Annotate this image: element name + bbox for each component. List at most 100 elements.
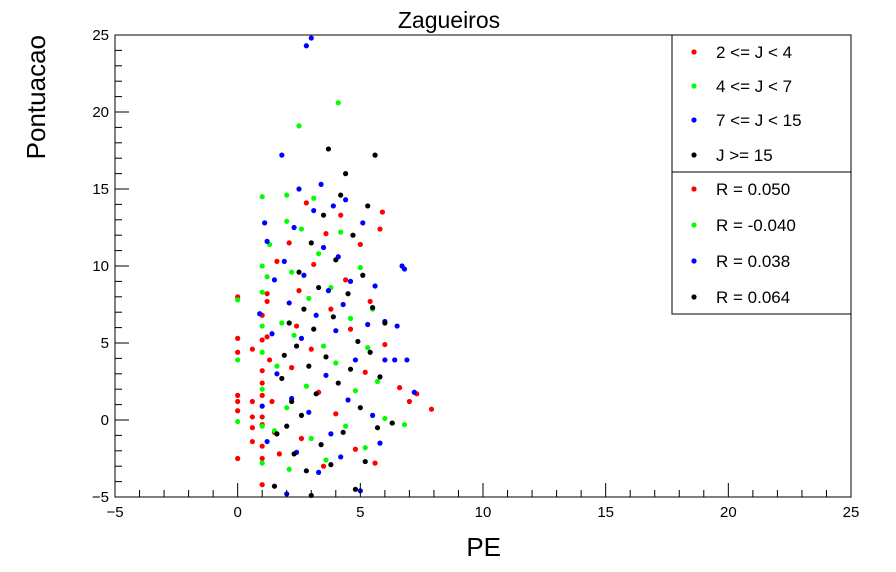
data-point [360, 272, 366, 278]
x-tick-label: 0 [233, 504, 241, 521]
data-point [323, 354, 329, 360]
data-point [259, 482, 265, 488]
legend-box-correlation [671, 171, 852, 315]
data-point [357, 405, 363, 411]
data-point [343, 277, 349, 283]
legend-correlation-label: R = 0.050 [716, 180, 790, 199]
data-point [264, 334, 270, 340]
data-point [316, 251, 322, 257]
data-point [308, 240, 314, 246]
data-point [330, 203, 336, 209]
data-point [259, 460, 265, 466]
data-point [320, 244, 327, 251]
data-point [293, 323, 300, 329]
data-point [264, 291, 270, 297]
data-point [338, 229, 344, 235]
data-point [311, 326, 317, 332]
data-point [325, 146, 332, 152]
legend-correlation-label: R = 0.038 [716, 252, 790, 271]
data-point [328, 462, 334, 468]
data-point [379, 209, 386, 215]
data-point [284, 218, 290, 224]
points-layer [235, 35, 435, 499]
data-point [284, 423, 290, 429]
data-point [235, 392, 241, 398]
data-point [259, 392, 265, 398]
legend-marker [691, 258, 697, 264]
data-point [286, 466, 292, 472]
data-point [347, 278, 354, 284]
x-tick-label: 15 [597, 504, 614, 521]
y-axis-title: Pontuacao [21, 35, 51, 159]
data-point [259, 423, 265, 429]
data-point [382, 357, 388, 363]
data-point [374, 378, 381, 385]
data-point [281, 258, 287, 264]
data-point [235, 335, 241, 341]
legend-series-label: 7 <= J < 15 [716, 111, 802, 130]
legend-correlation-label: R = 0.064 [716, 288, 790, 307]
data-point [259, 337, 265, 343]
data-point [259, 323, 265, 329]
data-point [259, 349, 265, 355]
data-point [274, 363, 280, 369]
data-point [352, 446, 359, 452]
data-point [394, 323, 400, 329]
data-point [365, 345, 371, 351]
data-point [372, 460, 378, 466]
data-point [367, 298, 373, 305]
data-point [249, 398, 255, 405]
data-point [428, 406, 435, 412]
data-point [235, 398, 241, 405]
legend-marker [691, 186, 697, 192]
data-point [338, 192, 344, 198]
legend: 2 <= J < 4 4 <= J < 7 7 <= J < 15 J >= 15 R … [671, 34, 852, 315]
y-tick-label: 25 [92, 27, 109, 44]
y-tick-label: −5 [92, 489, 109, 506]
data-point [264, 238, 270, 244]
data-point [296, 288, 302, 294]
data-point [289, 269, 295, 275]
legend-correlation-label: R = -0.040 [716, 216, 796, 235]
data-point [259, 455, 265, 462]
data-point [259, 194, 265, 200]
series-1 [235, 200, 435, 488]
data-point [259, 289, 265, 295]
data-point [311, 195, 317, 201]
legend-marker [691, 117, 697, 123]
data-point [323, 457, 329, 463]
data-point [365, 203, 371, 209]
data-point [249, 346, 255, 352]
data-point [372, 283, 378, 289]
data-point [257, 311, 263, 317]
data-point [313, 391, 319, 397]
data-point [274, 258, 280, 264]
legend-series-label: 2 <= J < 4 [716, 43, 792, 62]
data-point [328, 306, 334, 312]
data-point [333, 328, 339, 334]
data-point [303, 200, 309, 206]
data-point [259, 414, 265, 420]
data-point [313, 312, 319, 318]
data-point [401, 266, 408, 272]
data-point [333, 360, 339, 366]
data-point [249, 414, 255, 420]
data-point [311, 261, 317, 268]
data-point [269, 331, 275, 337]
data-point [411, 389, 417, 395]
data-point [276, 451, 282, 457]
data-point [259, 380, 265, 386]
data-point [266, 357, 273, 363]
data-point [235, 418, 241, 425]
data-point [352, 357, 359, 363]
data-point [271, 277, 278, 283]
data-point [406, 398, 412, 405]
data-point [316, 469, 322, 475]
data-point [343, 171, 349, 177]
data-point [357, 264, 363, 271]
axis-ticks [114, 34, 852, 498]
data-point [335, 100, 341, 106]
y-tick-label: 10 [92, 258, 109, 275]
data-point [293, 343, 300, 349]
data-point [320, 343, 327, 349]
